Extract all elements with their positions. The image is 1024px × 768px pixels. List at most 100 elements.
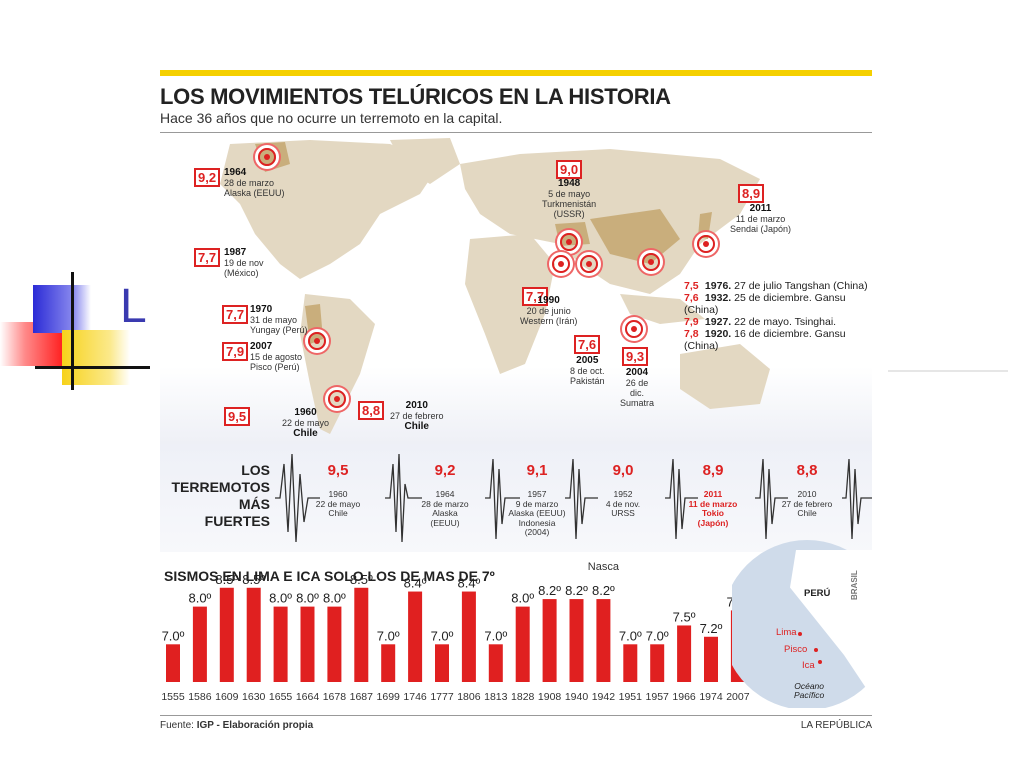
bar-1609 <box>219 587 234 682</box>
china-quake-row: 7,9 1927. 22 de mayo. Tsinghai. <box>684 316 837 328</box>
bar-value-label: 8.0º <box>269 591 292 606</box>
quake-magnitude: 9,5 <box>224 407 251 426</box>
bar-value-label: 7.0º <box>377 628 400 643</box>
epicenter-japan-marker <box>697 235 715 253</box>
quake-magnitude: 8,8 <box>358 401 385 420</box>
bar-1687 <box>354 587 369 682</box>
quake-magnitude: 7,7 <box>194 248 221 267</box>
bar-1655 <box>273 606 288 682</box>
bar-1828 <box>515 606 530 682</box>
strongest-quake-item: 8,8 2010 27 de febrero Chile <box>781 462 833 518</box>
slide-decoration-hline <box>35 366 150 369</box>
bar-1908 <box>542 599 557 682</box>
quake-magnitude: 7,9 <box>222 342 249 361</box>
quake-magnitude: 9,3 <box>622 347 649 366</box>
country-label: PERÚ <box>804 588 831 599</box>
quake-label: 2005 8 de oct. Pakistán <box>570 355 605 387</box>
bar-value-label: 7.0º <box>646 628 669 643</box>
bar-value-label: 7.0º <box>431 628 454 643</box>
epicenter-turkmenistan-marker <box>560 233 578 251</box>
x-tick-label: 1609 <box>215 691 239 703</box>
x-tick-label: 1630 <box>242 691 266 703</box>
bar-value-label: 8.5º <box>242 572 265 587</box>
quake-magnitude: 8,9 <box>738 184 765 203</box>
x-tick-label: 1699 <box>377 691 401 703</box>
bar-value-label: 8.5º <box>215 572 238 587</box>
slide-decoration-blue <box>33 285 91 333</box>
epicenter-iran-marker <box>552 255 570 273</box>
x-tick-label: 1813 <box>484 691 508 703</box>
bar-annotation: Nasca <box>588 561 620 573</box>
quake-label: 1960 22 de mayo Chile <box>282 407 330 439</box>
x-tick-label: 1951 <box>619 691 643 703</box>
bar-1630 <box>246 587 261 682</box>
bar-1699 <box>381 644 396 682</box>
epicenter-china-marker <box>642 253 660 271</box>
bar-1586 <box>192 606 207 682</box>
x-tick-label: 1806 <box>457 691 481 703</box>
bar-1951 <box>623 644 638 682</box>
quake-label: 2011 11 de marzo Sendai (Japón) <box>730 203 792 235</box>
china-quake-row: 7,8 1920. 16 de diciembre. Gansu (China) <box>684 328 846 352</box>
x-tick-label: 1655 <box>269 691 293 703</box>
x-tick-label: 1664 <box>296 691 320 703</box>
city-label-pisco: Pisco <box>784 644 808 655</box>
quake-magnitude: 7,6 <box>574 335 601 354</box>
strongest-quake-item: 8,9 2011 11 de marzo Tokio (Japón) <box>688 462 738 528</box>
bar-value-label: 8.2º <box>538 583 561 598</box>
epicenter-peru-marker <box>308 332 326 350</box>
x-tick-label: 1957 <box>646 691 670 703</box>
bar-value-label: 8.4º <box>457 576 480 591</box>
quake-label: 1964 28 de marzo Alaska (EEUU) <box>224 167 285 199</box>
bar-value-label: 7.0º <box>484 628 507 643</box>
bar-value-label: 7.0º <box>162 628 185 643</box>
bar-1746 <box>408 591 423 682</box>
x-tick-label: 1966 <box>672 691 696 703</box>
quake-label: 1970 31 de mayo Yungay (Perú) <box>250 304 308 336</box>
peru-inset-map: PERÚ BRASIL Lima Pisco Ica Océano Pacífic… <box>732 540 872 708</box>
bar-1966 <box>677 625 692 682</box>
quake-label: 2010 27 de febrero Chile <box>390 400 444 432</box>
strongest-quakes-section: LOS TERREMOTOS MÁS FUERTES 9,5 1960 22 de ma… <box>160 444 872 552</box>
slide-title-fragment: L <box>120 280 147 333</box>
quake-label: 2007 15 de agosto Pisco (Perú) <box>250 341 303 373</box>
divider <box>160 132 872 133</box>
world-map-shapes <box>220 138 770 434</box>
slide-decoration-rule <box>888 370 1008 372</box>
china-quake-row: 7,5 1976. 27 de julio Tangshan (China) <box>684 280 868 292</box>
bar-1974 <box>704 636 718 682</box>
publisher-brand: LA REPÚBLICA <box>800 720 872 731</box>
quake-magnitude: 7,7 <box>522 287 549 306</box>
pisco-dot <box>814 648 818 652</box>
bar-value-label: 8.2º <box>592 583 615 598</box>
quake-magnitude: 9,2 <box>194 168 221 187</box>
x-tick-label: 1746 <box>403 691 427 703</box>
epicenter-pakistan-marker <box>580 255 598 273</box>
quake-label: 1948 5 de mayo Turkmenistán (USSR) <box>542 178 597 220</box>
strongest-quakes-label: LOS TERREMOTOS MÁS FUERTES <box>171 462 270 529</box>
bar-1555 <box>166 644 180 682</box>
x-tick-label: 1940 <box>565 691 589 703</box>
accent-bar <box>160 70 872 76</box>
strongest-quake-item: 9,0 1952 4 de nov. URSS <box>605 462 641 518</box>
epicenter-sumatra-marker <box>625 320 643 338</box>
bar-value-label: 7.5º <box>673 609 696 624</box>
china-quake-list: 7,5 1976. 27 de julio Tangshan (China) 7… <box>684 280 872 352</box>
x-tick-label: 1687 <box>350 691 374 703</box>
epicenter-alaska-marker <box>258 148 276 166</box>
bar-value-label: 7.2º <box>700 621 723 636</box>
x-tick-label: 2007 <box>726 691 750 703</box>
neighbor-label: BRASIL <box>850 570 859 600</box>
bar-chart-title: SISMOS EN LIMA E ICA SOLO LOS DE MAS DE … <box>164 568 495 584</box>
infographic: LOS MOVIMIENTOS TELÚRICOS EN LA HISTORIA… <box>160 70 872 738</box>
city-label-ica: Ica <box>802 660 815 671</box>
seismograph-waves <box>275 453 872 543</box>
strongest-quake-item: 9,5 1960 22 de mayo Chile <box>315 462 361 518</box>
bar-value-label: 7.0º <box>619 628 642 643</box>
bar-value-label: 8.0º <box>296 591 319 606</box>
bar-value-label: 8.4º <box>404 576 427 591</box>
bar-1813 <box>488 644 503 682</box>
x-tick-label: 1678 <box>323 691 347 703</box>
quake-label: 2004 26 de dic. Sumatra <box>620 367 655 409</box>
bar-1678 <box>327 606 342 682</box>
